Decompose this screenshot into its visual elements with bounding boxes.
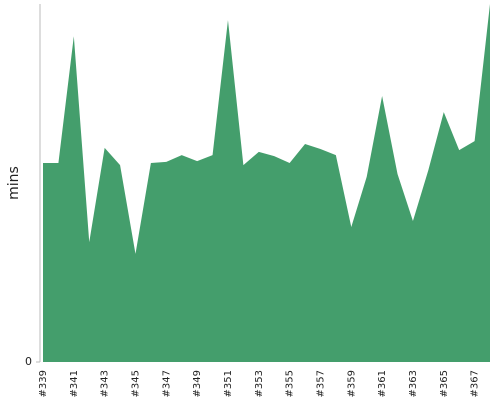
y-axis-label: mins bbox=[6, 166, 22, 200]
x-tick-label: #367 bbox=[470, 370, 481, 397]
x-tick-label: #339 bbox=[38, 370, 49, 397]
x-tick-label: #365 bbox=[439, 370, 450, 397]
area bbox=[43, 4, 490, 362]
x-tick-label: #361 bbox=[377, 370, 388, 397]
x-tick-label: #351 bbox=[223, 370, 234, 397]
x-tick-label: #355 bbox=[285, 370, 296, 397]
x-tick-label: #349 bbox=[192, 370, 203, 397]
x-tick-label: #347 bbox=[161, 370, 172, 397]
x-tick-label: #363 bbox=[408, 370, 419, 397]
x-tick-label: #343 bbox=[100, 370, 111, 397]
x-tick-label: #359 bbox=[346, 370, 357, 397]
x-tick-label: #353 bbox=[254, 370, 265, 397]
x-tick-label: #345 bbox=[130, 370, 141, 397]
x-tick-label: #341 bbox=[69, 370, 80, 397]
y-tick-label: 0 bbox=[25, 355, 32, 368]
x-tick-label: #357 bbox=[315, 370, 326, 397]
